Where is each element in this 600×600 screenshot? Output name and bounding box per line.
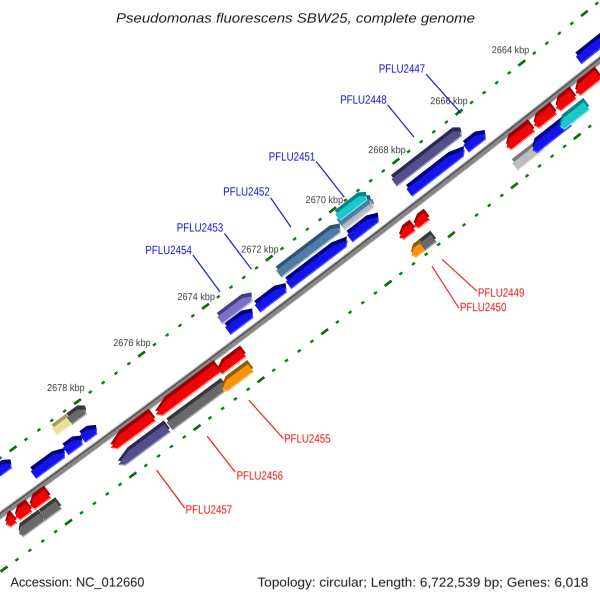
svg-text:PFLU2452: PFLU2452 [223, 185, 270, 199]
svg-text:2666 kbp: 2666 kbp [430, 96, 468, 107]
svg-text:PFLU2457: PFLU2457 [186, 502, 233, 516]
svg-text:2676 kbp: 2676 kbp [113, 338, 151, 349]
svg-text:PFLU2448: PFLU2448 [340, 93, 387, 107]
svg-text:PFLU2453: PFLU2453 [177, 220, 224, 234]
svg-text:Topology: circular; Length: 6,: Topology: circular; Length: 6,722,539 bp… [257, 575, 588, 590]
svg-text:2674 kbp: 2674 kbp [177, 292, 215, 303]
svg-text:PFLU2455: PFLU2455 [284, 432, 331, 446]
svg-text:2664 kbp: 2664 kbp [492, 45, 530, 56]
svg-text:Pseudomonas fluorescens SBW25,: Pseudomonas fluorescens SBW25, complete … [116, 11, 475, 26]
svg-text:PFLU2447: PFLU2447 [379, 62, 426, 76]
svg-text:PFLU2450: PFLU2450 [460, 300, 507, 314]
svg-text:2670 kbp: 2670 kbp [306, 195, 344, 206]
svg-text:Accession: NC_012660: Accession: NC_012660 [10, 575, 144, 590]
svg-text:2678 kbp: 2678 kbp [47, 383, 85, 394]
svg-text:2672 kbp: 2672 kbp [241, 245, 279, 256]
svg-text:2668 kbp: 2668 kbp [368, 145, 406, 156]
svg-text:PFLU2456: PFLU2456 [237, 469, 284, 483]
svg-text:PFLU2451: PFLU2451 [269, 150, 316, 164]
svg-text:PFLU2454: PFLU2454 [145, 243, 192, 257]
svg-text:PFLU2449: PFLU2449 [478, 286, 525, 300]
